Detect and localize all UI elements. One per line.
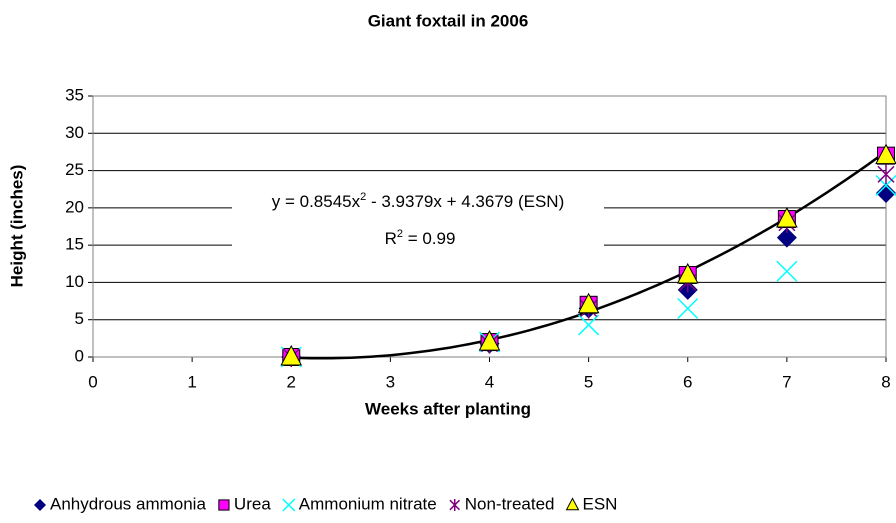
point bbox=[478, 330, 501, 351]
legend-marker bbox=[218, 499, 230, 511]
annotation: R2 = 0.99 bbox=[385, 228, 456, 249]
y-tick-label: 15 bbox=[65, 235, 84, 254]
annotation: y = 0.8545x2 - 3.9379x + 4.3679 (ESN) bbox=[272, 191, 564, 212]
legend-marker bbox=[34, 499, 46, 511]
annotation-part: 2 bbox=[397, 228, 403, 240]
x-tick-label: 2 bbox=[287, 372, 296, 391]
point bbox=[776, 227, 797, 248]
x-tick-label: 7 bbox=[782, 372, 791, 391]
trendline bbox=[291, 150, 887, 360]
point bbox=[875, 143, 896, 165]
plot-frame bbox=[92, 95, 887, 358]
y-tick-label: 25 bbox=[65, 160, 84, 179]
y-tick-label: 0 bbox=[75, 346, 84, 365]
point bbox=[776, 206, 798, 228]
legend-marker bbox=[282, 498, 296, 512]
x-tick-label: 1 bbox=[187, 372, 196, 391]
annotation-part: 2 bbox=[360, 191, 366, 203]
y-tick-label: 20 bbox=[65, 197, 84, 216]
x-tick-label: 0 bbox=[88, 372, 97, 391]
point bbox=[677, 297, 699, 320]
annotation-box bbox=[232, 185, 604, 253]
y-axis-label: Height (inches) bbox=[7, 165, 26, 288]
point bbox=[877, 164, 895, 185]
x-tick-label: 3 bbox=[386, 372, 395, 391]
legend-label: Urea bbox=[234, 494, 271, 513]
x-tick-label: 8 bbox=[881, 372, 890, 391]
legend-label: ESN bbox=[583, 494, 618, 513]
legend-label: Ammonium nitrate bbox=[299, 494, 437, 513]
y-tick-label: 5 bbox=[75, 309, 84, 328]
annotation-part: = 0.99 bbox=[403, 229, 455, 248]
annotation-part: R bbox=[385, 229, 397, 248]
legend-marker bbox=[449, 499, 461, 511]
x-tick-label: 6 bbox=[683, 372, 692, 391]
y-tick-label: 30 bbox=[65, 123, 84, 142]
point bbox=[280, 344, 303, 366]
legend-label: Anhydrous ammonia bbox=[50, 494, 206, 513]
legend-marker bbox=[565, 497, 580, 511]
y-tick-label: 10 bbox=[65, 272, 84, 291]
point bbox=[577, 292, 600, 314]
point bbox=[578, 314, 600, 336]
x-axis-label: Weeks after planting bbox=[365, 399, 531, 418]
point bbox=[876, 182, 896, 203]
annotation-part: y = 0.8545x bbox=[272, 192, 361, 211]
legend-label: Non-treated bbox=[465, 494, 555, 513]
x-tick-label: 4 bbox=[485, 372, 494, 391]
point bbox=[776, 260, 798, 282]
chart-title: Giant foxtail in 2006 bbox=[368, 11, 529, 30]
y-tick-label: 35 bbox=[65, 85, 84, 104]
annotation-part: - 3.9379x + 4.3679 (ESN) bbox=[366, 192, 564, 211]
point bbox=[875, 174, 896, 197]
point bbox=[676, 262, 699, 284]
x-tick-label: 5 bbox=[584, 372, 593, 391]
